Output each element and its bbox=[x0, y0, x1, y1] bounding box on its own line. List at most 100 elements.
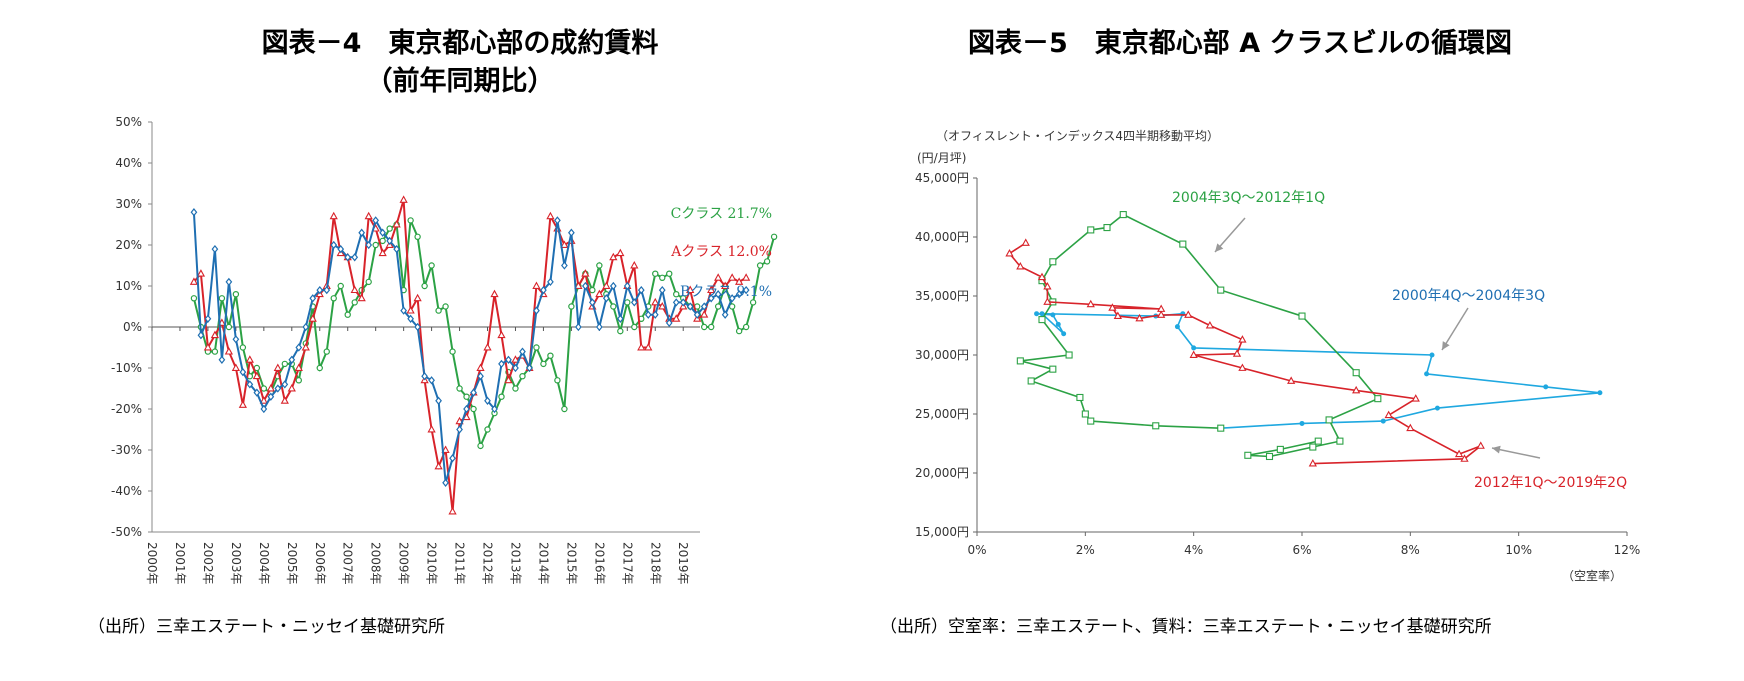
right-annotation-arrowhead bbox=[1215, 243, 1224, 252]
left-x-tick-label: 2012年 bbox=[481, 542, 495, 585]
left-title-line2: （前年同期比） bbox=[365, 66, 555, 97]
left-point-b bbox=[393, 244, 401, 254]
left-x-tick-label: 2019年 bbox=[676, 542, 690, 585]
right-point-c bbox=[1152, 422, 1160, 430]
left-point-c bbox=[414, 233, 421, 240]
left-point-b bbox=[700, 302, 708, 311]
left-point-a bbox=[490, 289, 499, 298]
left-x-tick-label: 2001年 bbox=[173, 542, 187, 585]
left-point-a bbox=[532, 281, 541, 289]
left-point-b bbox=[246, 380, 254, 389]
left-point-b bbox=[309, 294, 317, 303]
left-point-b bbox=[637, 285, 645, 295]
left-point-b bbox=[721, 310, 729, 319]
right-point-cyan bbox=[1597, 390, 1603, 396]
right-y-tick-label: 35,000円 bbox=[915, 289, 969, 303]
left-point-b bbox=[609, 281, 617, 291]
left-point-b bbox=[204, 314, 212, 323]
left-point-c bbox=[386, 225, 393, 232]
right-point-c bbox=[1027, 377, 1035, 385]
left-point-b bbox=[533, 306, 540, 315]
left-point-b bbox=[602, 294, 610, 303]
right-point-a bbox=[1238, 363, 1247, 371]
left-point-a bbox=[364, 211, 373, 220]
left-point-b bbox=[316, 285, 324, 295]
left-point-c bbox=[330, 295, 337, 302]
right-point-a bbox=[1460, 454, 1469, 462]
right-point-a bbox=[1184, 310, 1193, 318]
left-point-c bbox=[351, 299, 358, 306]
left-point-a bbox=[728, 273, 737, 281]
right-point-cyan bbox=[1434, 405, 1440, 411]
left-point-b bbox=[379, 228, 387, 237]
left-point-c bbox=[742, 323, 750, 331]
left-y-tick-label: 20% bbox=[115, 238, 142, 252]
left-point-c bbox=[512, 385, 519, 392]
left-x-tick-label: 2017年 bbox=[620, 542, 634, 585]
left-point-a bbox=[595, 289, 604, 298]
left-point-a bbox=[238, 400, 247, 408]
right-series-line-cyan bbox=[1036, 312, 1600, 429]
right-point-c bbox=[1087, 417, 1095, 425]
left-point-c bbox=[442, 303, 449, 310]
left-point-b bbox=[686, 302, 694, 311]
left-y-tick-label: 10% bbox=[115, 279, 142, 293]
left-point-b bbox=[337, 244, 345, 254]
right-point-c bbox=[1374, 395, 1382, 403]
left-point-b bbox=[679, 298, 687, 307]
left-point-a bbox=[483, 342, 492, 351]
right-y-tick-label: 15,000円 bbox=[915, 525, 969, 539]
left-point-b bbox=[519, 347, 526, 356]
right-point-a bbox=[1411, 394, 1420, 402]
left-x-tick-label: 2004年 bbox=[257, 542, 271, 585]
left-point-c bbox=[337, 282, 344, 290]
left-point-b bbox=[414, 322, 421, 332]
left-point-a bbox=[602, 281, 611, 289]
left-point-c bbox=[421, 282, 428, 290]
left-point-b bbox=[728, 294, 736, 303]
right-series-a bbox=[1005, 238, 1485, 467]
left-point-c bbox=[652, 270, 659, 277]
left-point-b bbox=[344, 253, 352, 262]
left-y-tick-label: 50% bbox=[115, 115, 142, 129]
left-point-a bbox=[350, 285, 359, 294]
right-point-a bbox=[1406, 423, 1415, 432]
right-point-cyan bbox=[1543, 384, 1549, 390]
left-point-a bbox=[413, 293, 422, 302]
right-point-a bbox=[1086, 299, 1095, 308]
left-point-b bbox=[630, 298, 638, 307]
right-point-c bbox=[1352, 369, 1360, 377]
left-point-b bbox=[547, 277, 554, 287]
left-point-a bbox=[616, 248, 625, 257]
right-point-a bbox=[1287, 376, 1296, 384]
left-point-a bbox=[224, 347, 234, 355]
left-point-a bbox=[497, 330, 506, 339]
right-point-cyan bbox=[1174, 324, 1180, 330]
left-point-b bbox=[588, 298, 596, 307]
left-x-tick-label: 2007年 bbox=[341, 542, 355, 585]
left-point-b bbox=[498, 359, 505, 369]
right-point-c bbox=[1244, 451, 1252, 459]
left-point-b bbox=[372, 216, 380, 225]
right-x-tick-label: 10% bbox=[1505, 543, 1532, 557]
left-point-c bbox=[344, 311, 351, 318]
left-point-b bbox=[225, 277, 233, 287]
right-point-a bbox=[1308, 459, 1317, 467]
left-x-tick-label: 2005年 bbox=[285, 542, 299, 585]
right-point-a bbox=[1043, 282, 1052, 290]
left-point-b bbox=[540, 285, 547, 295]
left-point-b bbox=[442, 478, 449, 487]
right-point-c bbox=[1081, 410, 1089, 418]
left-point-a bbox=[637, 342, 646, 351]
left-point-b bbox=[707, 294, 715, 303]
left-point-b bbox=[330, 240, 338, 250]
left-point-a bbox=[441, 445, 450, 453]
left-point-a bbox=[672, 314, 681, 322]
left-point-b bbox=[581, 281, 589, 291]
left-point-c bbox=[631, 323, 638, 331]
left-point-a bbox=[560, 240, 569, 248]
left-point-b bbox=[323, 285, 331, 295]
left-point-c bbox=[617, 327, 624, 335]
left-point-b bbox=[505, 355, 512, 364]
